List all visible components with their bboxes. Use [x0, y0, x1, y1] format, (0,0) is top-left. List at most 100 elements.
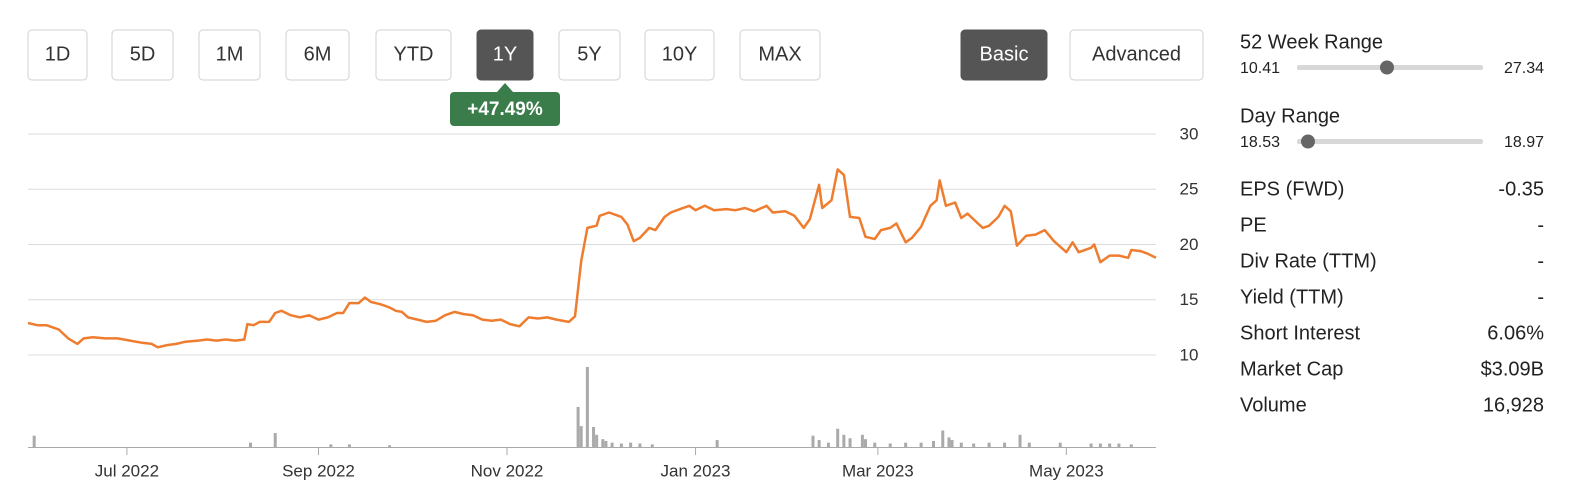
x-tick-label: May 2023	[1029, 461, 1104, 480]
range-track	[1297, 139, 1483, 144]
button-label[interactable]: MAX	[758, 43, 801, 65]
volume-bar	[826, 442, 830, 447]
volume-bar	[601, 439, 605, 447]
stat-value: -	[1537, 214, 1544, 236]
volume-bar	[347, 444, 351, 447]
volume-bar	[919, 442, 923, 447]
stat-value: 6.06%	[1487, 322, 1544, 344]
volume-bar	[811, 435, 815, 447]
range-button[interactable]	[739, 29, 821, 81]
volume-bar	[888, 443, 892, 447]
stat-label: EPS (FWD)	[1240, 178, 1344, 200]
range-thumb	[1380, 60, 1394, 75]
x-tick-label: Nov 2022	[471, 461, 544, 480]
volume-bar	[947, 437, 951, 447]
range-button[interactable]	[111, 29, 174, 81]
button-label[interactable]: YTD	[394, 43, 434, 65]
price-line	[27, 168, 1157, 349]
range-title: Day Range	[1240, 105, 1340, 127]
volume-bar	[249, 442, 253, 447]
button-label[interactable]: 10Y	[662, 43, 698, 65]
stat-value: -	[1537, 250, 1544, 272]
stat-label: Volume	[1240, 394, 1307, 416]
stat-value: -0.35	[1498, 178, 1544, 200]
volume-bar	[329, 444, 333, 447]
button-label[interactable]: Basic	[980, 43, 1029, 65]
range-button[interactable]	[476, 29, 534, 81]
range-button[interactable]	[27, 29, 88, 81]
volume-bar	[585, 366, 589, 447]
volume-bar	[650, 444, 654, 447]
volume-bar	[32, 435, 36, 447]
y-tick-label: 25	[1180, 180, 1199, 199]
stat-label: Short Interest	[1240, 322, 1361, 344]
button-label[interactable]: Advanced	[1092, 43, 1181, 65]
y-tick-label: 15	[1180, 290, 1199, 309]
volume-bar	[629, 442, 633, 447]
range-high: 27.34	[1504, 60, 1544, 77]
volume-bar	[817, 440, 821, 447]
volume-bar	[848, 438, 852, 447]
volume-bar	[595, 434, 599, 447]
button-label[interactable]: 5Y	[577, 43, 601, 65]
volume-bar	[638, 443, 642, 447]
range-button[interactable]	[960, 29, 1048, 81]
volume-bar	[864, 439, 868, 447]
range-button[interactable]	[1069, 29, 1204, 81]
volume-bar	[619, 443, 623, 447]
range-low: 18.53	[1240, 134, 1280, 151]
range-high: 18.97	[1504, 134, 1544, 151]
change-badge: +47.49%	[450, 83, 560, 126]
button-label[interactable]: 1D	[45, 43, 71, 65]
stat-label: PE	[1240, 214, 1267, 236]
volume-bar	[715, 440, 719, 447]
stat-label: Div Rate (TTM)	[1240, 250, 1377, 272]
volume-bar	[273, 433, 277, 447]
volume-bar	[836, 428, 840, 447]
x-tick-label: Jul 2022	[95, 461, 159, 480]
volume-bar	[842, 434, 846, 447]
volume-bar	[388, 445, 392, 447]
button-label[interactable]: 1Y	[493, 43, 517, 65]
volume-bar	[576, 406, 580, 447]
range-button[interactable]	[644, 29, 715, 81]
button-label[interactable]: 6M	[304, 43, 332, 65]
range-button[interactable]	[198, 29, 261, 81]
y-tick-label: 30	[1180, 124, 1199, 143]
volume-bar	[610, 442, 614, 447]
range-button[interactable]	[285, 29, 350, 81]
volume-bar	[592, 426, 596, 447]
x-tick-label: Jan 2023	[661, 461, 731, 480]
range-title: 52 Week Range	[1240, 31, 1383, 53]
volume-bar	[873, 442, 877, 447]
badge-box	[450, 92, 560, 126]
volume-bar	[1129, 444, 1133, 447]
range-button[interactable]	[375, 29, 452, 81]
y-tick-label: 10	[1180, 345, 1199, 364]
volume-bar	[931, 440, 935, 447]
volume-bar	[950, 440, 954, 447]
volume-bar	[1027, 442, 1031, 447]
stat-value: 16,928	[1483, 394, 1544, 416]
volume-bar	[860, 434, 864, 447]
range-low: 10.41	[1240, 60, 1280, 77]
range-button[interactable]	[558, 29, 621, 81]
volume-bar	[1117, 443, 1121, 447]
button-label[interactable]: 5D	[130, 43, 156, 65]
volume-bar	[1058, 442, 1062, 447]
volume-bar	[1003, 442, 1007, 447]
volume-bar	[987, 442, 991, 447]
x-tick-label: Sep 2022	[282, 461, 355, 480]
badge-text: +47.49%	[467, 99, 543, 120]
stat-label: Yield (TTM)	[1240, 286, 1344, 308]
x-tick-label: Mar 2023	[842, 461, 914, 480]
volume-bar	[579, 426, 583, 447]
volume-bar	[972, 443, 976, 447]
volume-bar	[904, 442, 908, 447]
y-tick-label: 20	[1180, 235, 1199, 254]
button-label[interactable]: 1M	[216, 43, 244, 65]
volume-bar	[959, 442, 963, 447]
stat-label: Market Cap	[1240, 358, 1343, 380]
range-thumb	[1301, 134, 1315, 149]
